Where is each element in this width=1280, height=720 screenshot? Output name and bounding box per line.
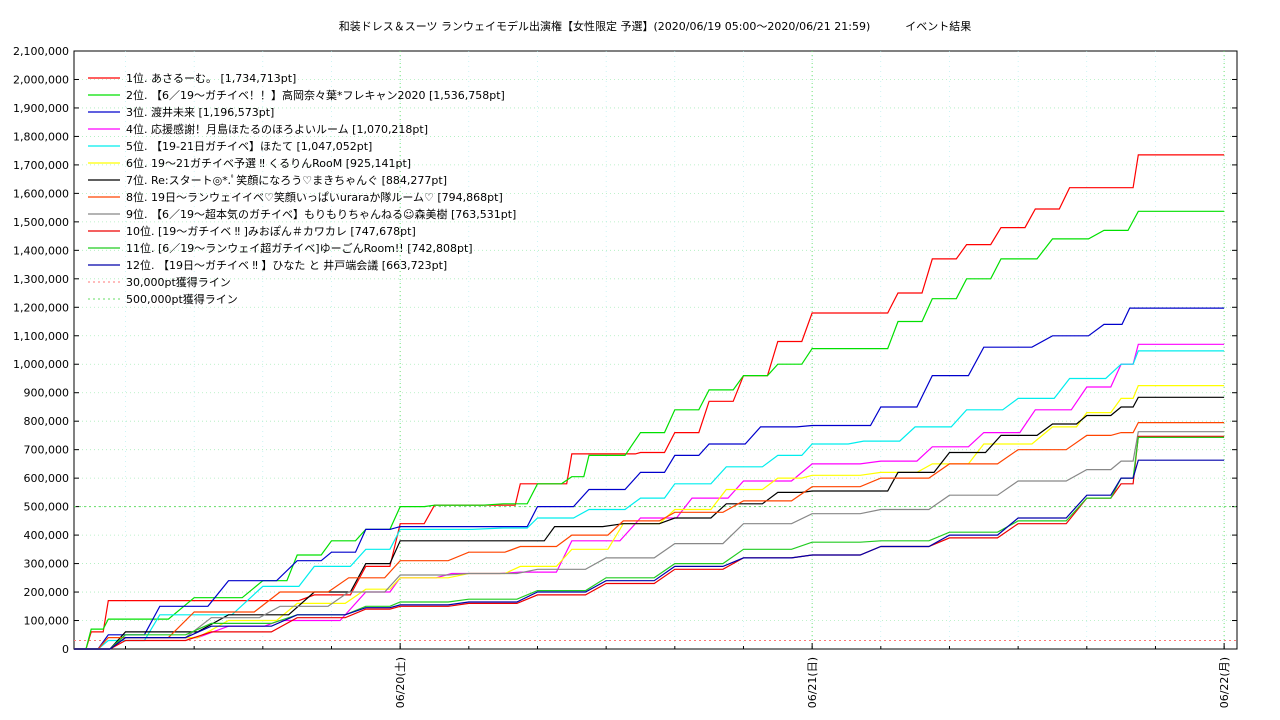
legend-label: 7位. Re:スタート◎*.ﾟ笑顔になろう♡まきちゃんぐ [884,277pt] (126, 173, 447, 187)
legend-label: 5位. 【19-21日ガチイベ】ほたて [1,047,052pt] (126, 139, 372, 153)
y-tick-label: 600,000 (24, 472, 70, 485)
series-line (74, 396, 1225, 650)
y-tick-label: 1,200,000 (13, 301, 69, 314)
x-tick-label: 06/22(月) (1218, 657, 1231, 708)
y-tick-label: 700,000 (24, 444, 70, 457)
chart-title: 和装ドレス＆スーツ ランウェイモデル出演権【女性限定 予選】(2020/06/1… (338, 20, 972, 33)
y-tick-label: 100,000 (24, 615, 70, 628)
y-tick-label: 1,900,000 (13, 102, 69, 115)
y-tick-label: 1,700,000 (13, 159, 69, 172)
y-tick-label: 1,500,000 (13, 216, 69, 229)
y-tick-label: 400,000 (24, 529, 70, 542)
y-tick-label: 500,000 (24, 501, 70, 514)
y-tick-label: 2,100,000 (13, 45, 69, 58)
legend-label: 12位. 【19日〜ガチイベ ‼ 】ひなた と 井戸端会議 [663,723pt… (126, 258, 447, 272)
y-tick-label: 900,000 (24, 387, 70, 400)
legend-label: 4位. 応援感謝！月島ほたるのほろよいルーム [1,070,218pt] (126, 122, 428, 136)
series-line (74, 459, 1225, 650)
series-line (74, 422, 1225, 650)
legend-label: 3位. 渡井未来 [1,196,573pt] (126, 105, 274, 119)
y-tick-label: 0 (62, 643, 69, 656)
y-tick-label: 1,100,000 (13, 330, 69, 343)
series-line (74, 154, 1225, 650)
plot-area (73, 50, 1238, 650)
series-line (74, 431, 1225, 650)
series-line (74, 210, 1225, 650)
x-tick-label: 06/21(日) (806, 657, 819, 708)
y-tick-label: 1,000,000 (13, 358, 69, 371)
legend-label: 1位. あさるーむ。 [1,734,713pt] (126, 71, 296, 85)
y-tick-label: 1,300,000 (13, 273, 69, 286)
legend-label: 9位. 【6／19〜超本気のガチイベ】もりもりちゃんねる☺森美樹 [763,53… (126, 207, 516, 221)
legend-label: 2位. 【6／19〜ガチイベ！！】高岡奈々葉*フレキャン2020 [1,536,… (126, 88, 505, 102)
legend-label: 10位. [19〜ガチイベ ‼ ]みおぽん＃カワカレ [747,678pt] (126, 224, 416, 238)
series-line (74, 307, 1225, 650)
y-tick-label: 800,000 (24, 415, 70, 428)
y-tick-label: 1,400,000 (13, 244, 69, 257)
y-tick-label: 1,800,000 (13, 130, 69, 143)
y-tick-label: 200,000 (24, 586, 70, 599)
legend-label: 6位. 19〜21ガチイベ予選 ‼ くるりんRooM [925,141pt] (126, 156, 411, 170)
x-tick-label: 06/20(土) (394, 657, 407, 708)
legend-label: 8位. 19日〜ランウェイイベ♡笑顔いっぱいuraraか隊ルーム♡ [794,8… (126, 190, 503, 204)
series-line (74, 343, 1225, 650)
series-line (74, 350, 1225, 650)
y-tick-label: 2,000,000 (13, 73, 69, 86)
y-tick-label: 1,600,000 (13, 187, 69, 200)
series-line (74, 385, 1225, 650)
legend-label: 11位. [6／19〜ランウェイ超ガチイベ]ゆーごんRoom!! [742,80… (126, 241, 473, 255)
legend-label: 30,000pt獲得ライン (126, 276, 231, 289)
y-tick-label: 300,000 (24, 558, 70, 571)
legend-label: 500,000pt獲得ライン (126, 293, 238, 306)
